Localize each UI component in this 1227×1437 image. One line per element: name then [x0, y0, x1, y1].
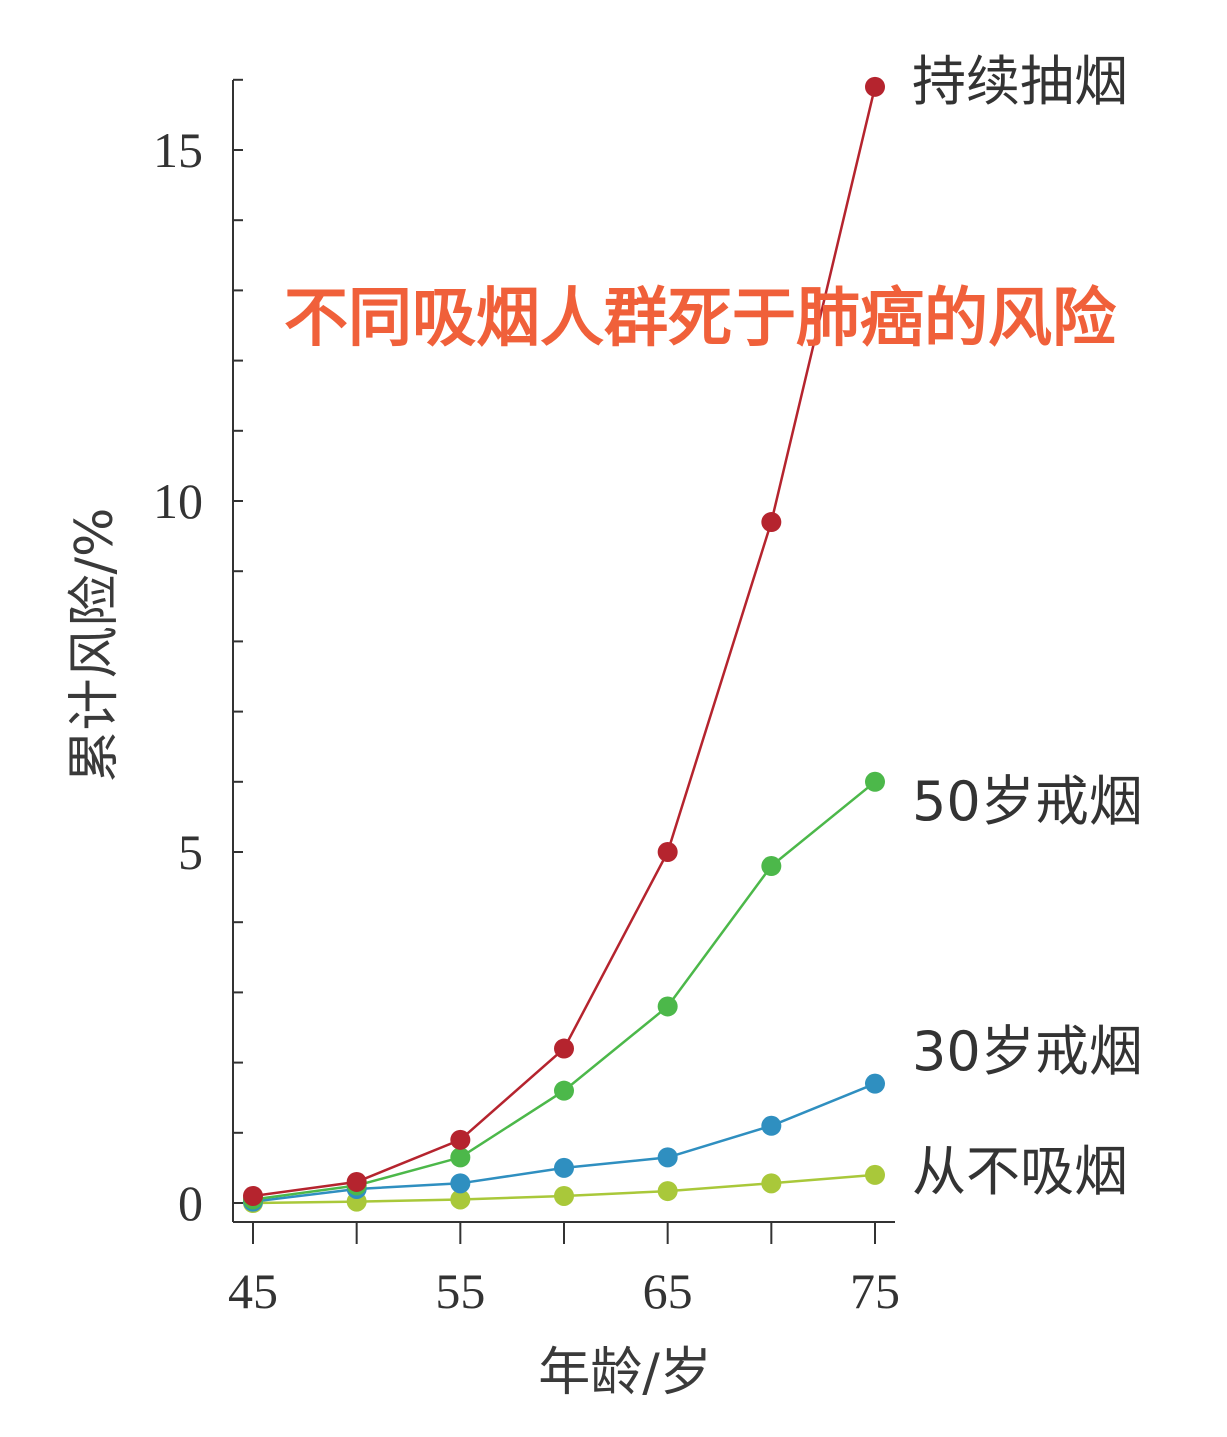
data-point [657, 842, 678, 862]
x-tick-label: 55 [435, 1263, 485, 1319]
data-point [450, 1129, 471, 1150]
x-axis-label: 年龄/岁 [538, 1343, 712, 1403]
chart-title: 不同吸烟人群死于肺癌的风险 [284, 282, 1117, 356]
data-point [657, 1147, 678, 1168]
data-point [450, 1189, 471, 1210]
data-point [761, 1115, 782, 1136]
data-point [554, 1185, 574, 1206]
x-tick-label: 45 [228, 1263, 278, 1319]
data-point [657, 1181, 678, 1202]
axes: 0 5 10 15 45 55 65 75 [153, 78, 900, 1319]
data-point [554, 1038, 574, 1059]
data-point [243, 1185, 263, 1206]
y-tick-label: 5 [178, 824, 203, 880]
y-tick-label: 0 [178, 1175, 203, 1231]
series-line [252, 780, 876, 1201]
data-point [761, 856, 782, 877]
data-point [450, 1173, 471, 1194]
series-line [252, 86, 877, 1198]
data-point [865, 771, 885, 792]
y-tick-label: 15 [153, 122, 203, 178]
series-label: 30岁戒烟 [912, 1020, 1143, 1083]
series-label: 持续抽烟 [912, 50, 1128, 113]
series-2 [243, 771, 885, 1210]
series-label: 从不吸烟 [912, 1140, 1128, 1203]
x-tick-label: 75 [850, 1263, 900, 1319]
y-tick-label: 10 [153, 473, 203, 529]
y-axis-label: 累计风险/% [65, 508, 125, 783]
data-point [761, 1173, 782, 1194]
x-tick-label: 65 [643, 1263, 693, 1319]
data-point [865, 1164, 885, 1185]
data-point [657, 996, 678, 1017]
data-point [450, 1147, 471, 1168]
data-point [554, 1080, 574, 1101]
data-point [761, 512, 782, 533]
data-point [554, 1157, 574, 1178]
series-1 [243, 76, 885, 1206]
data-point [346, 1171, 367, 1192]
series-label: 50岁戒烟 [912, 770, 1143, 833]
data-point [865, 1073, 885, 1094]
data-point [865, 76, 885, 97]
